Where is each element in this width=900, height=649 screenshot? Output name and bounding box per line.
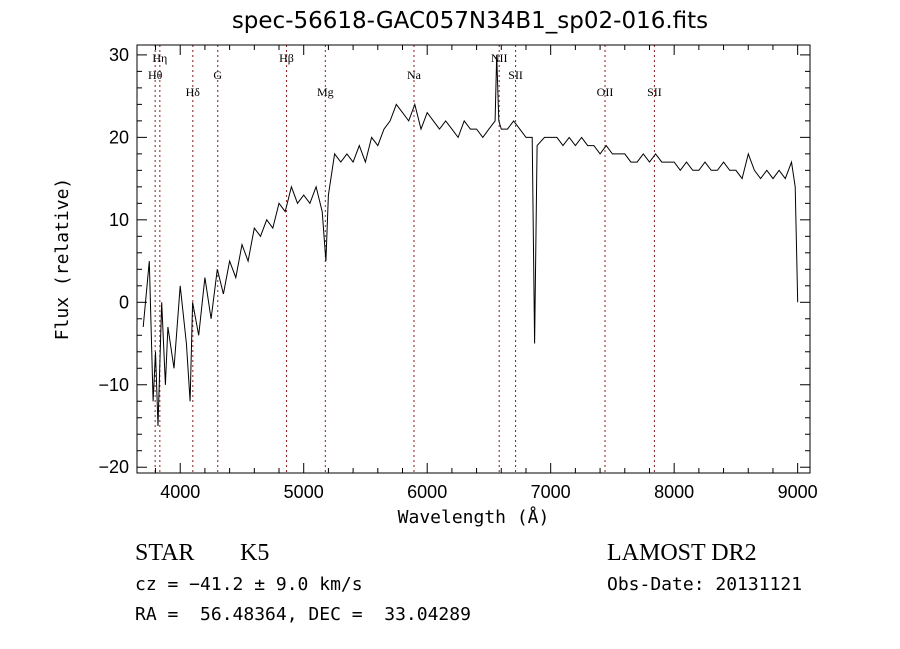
y-tick-label: 0 (119, 292, 129, 312)
obs-date: Obs-Date: 20131121 (607, 574, 803, 595)
y-tick-label: −10 (98, 375, 129, 395)
line-label: Hη (152, 51, 167, 65)
line-label: SII (647, 85, 662, 99)
line-label: G (213, 68, 222, 82)
x-tick-label: 5000 (284, 482, 324, 502)
x-tick-label: 4000 (160, 482, 200, 502)
line-label: Hδ (186, 85, 201, 99)
survey-name: LAMOST DR2 (607, 540, 757, 566)
x-tick-label: 7000 (531, 482, 571, 502)
object-subclass: K5 (240, 540, 270, 566)
line-label: Mg (317, 85, 334, 99)
x-tick-label: 9000 (778, 482, 818, 502)
line-label: NII (491, 51, 508, 65)
x-tick-label: 6000 (407, 482, 447, 502)
line-label: Na (407, 68, 422, 82)
chart-title: spec-56618-GAC057N34B1_sp02-016.fits (231, 8, 709, 34)
coordinates: RA = 56.48364, DEC = 33.04289 (135, 604, 471, 625)
spectrum-line (142, 54, 799, 427)
y-tick-label: 20 (109, 127, 129, 147)
line-label: Hβ (279, 51, 294, 65)
y-tick-label: −20 (98, 457, 129, 477)
line-label: Hθ (148, 68, 163, 82)
x-axis-label: Wavelength (Å) (398, 506, 550, 528)
line-label: SII (508, 68, 523, 82)
plot-frame (136, 44, 811, 474)
x-tick-label: 8000 (654, 482, 694, 502)
y-axis-label: Flux (relative) (52, 178, 73, 341)
y-tick-label: 30 (109, 45, 129, 65)
y-tick-label: 10 (109, 210, 129, 230)
redshift-text: cz = −41.2 ± 9.0 km/s (135, 574, 363, 595)
object-class: STAR (135, 540, 195, 566)
line-label: OII (597, 85, 614, 99)
